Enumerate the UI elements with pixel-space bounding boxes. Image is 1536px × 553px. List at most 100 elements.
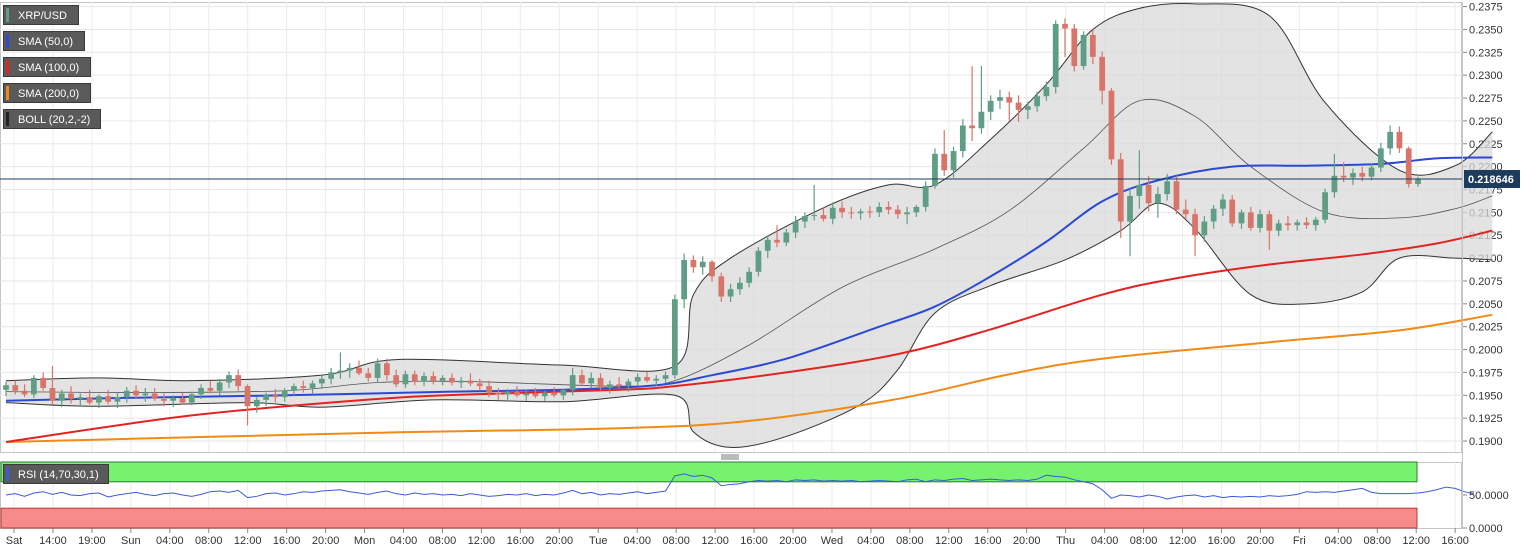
legend-rsi[interactable]: RSI (14,70,30,1) bbox=[3, 464, 109, 484]
time-axis-label: Thu bbox=[1056, 535, 1075, 547]
time-axis-label: 14:00 bbox=[39, 535, 67, 547]
legend-rsi-label: RSI (14,70,30,1) bbox=[18, 469, 99, 481]
candle-body bbox=[421, 376, 427, 382]
time-axis-label: 12:00 bbox=[701, 535, 729, 547]
candle-body bbox=[820, 215, 827, 219]
candle-body bbox=[1350, 173, 1356, 178]
time-axis-label: 20:00 bbox=[779, 535, 807, 547]
time-axis-label: 08:00 bbox=[662, 535, 690, 547]
candle-body bbox=[1275, 223, 1282, 231]
candle-body bbox=[3, 385, 9, 390]
candle-body bbox=[1303, 222, 1310, 226]
candle-body bbox=[253, 399, 260, 407]
candle-body bbox=[495, 392, 502, 395]
time-axis-label: 08:00 bbox=[1130, 535, 1158, 547]
candle-body bbox=[597, 377, 604, 388]
candle-body bbox=[1415, 179, 1421, 185]
candle-body bbox=[1405, 148, 1412, 185]
legend-sma100[interactable]: SMA (100,0) bbox=[3, 57, 91, 77]
price-axis-label: 0.2375 bbox=[1469, 2, 1503, 14]
candle-body bbox=[997, 97, 1003, 101]
time-axis-label: 16:00 bbox=[974, 535, 1002, 547]
candle-body bbox=[151, 393, 158, 399]
candle-body bbox=[616, 384, 622, 387]
candle-body bbox=[1024, 106, 1031, 110]
time-axis-label: 04:00 bbox=[623, 535, 651, 547]
candle-body bbox=[86, 397, 93, 403]
candle-body bbox=[867, 211, 873, 213]
time-axis-label: Mon bbox=[354, 535, 375, 547]
candle-body bbox=[569, 375, 576, 390]
candle-body bbox=[671, 299, 678, 376]
candle-body bbox=[365, 373, 372, 378]
price-axis-label: 0.1900 bbox=[1469, 436, 1503, 448]
price-axis-label: 0.2350 bbox=[1469, 24, 1503, 36]
sma50-line bbox=[5, 156, 1493, 402]
time-axis-label: 12:00 bbox=[935, 535, 963, 547]
candle-body bbox=[1136, 184, 1143, 196]
candle-body bbox=[226, 375, 232, 383]
candle-body bbox=[857, 211, 864, 214]
candle-body bbox=[216, 382, 223, 391]
candle-body bbox=[179, 398, 186, 403]
candle-body bbox=[969, 125, 975, 129]
candle-body bbox=[653, 378, 660, 381]
candle-body bbox=[514, 391, 520, 396]
rsi-oversold-zone bbox=[0, 507, 1418, 529]
price-axis-label: 0.2000 bbox=[1469, 345, 1503, 357]
legend-boll[interactable]: BOLL (20,2,-2) bbox=[3, 109, 101, 129]
candle-body bbox=[476, 383, 483, 387]
candle-body bbox=[1108, 90, 1115, 160]
candle-body bbox=[58, 393, 65, 401]
price-axis-label: 0.2325 bbox=[1469, 47, 1503, 59]
candle-body bbox=[1210, 208, 1217, 222]
candle-body bbox=[1145, 184, 1152, 204]
candle-body bbox=[588, 377, 595, 384]
time-axis-label: Wed bbox=[821, 535, 843, 547]
candle-body bbox=[439, 377, 446, 381]
candle-body bbox=[1368, 167, 1375, 177]
candle-body bbox=[644, 377, 650, 381]
candle-body bbox=[922, 185, 929, 207]
price-axis-label: 0.2300 bbox=[1469, 70, 1503, 82]
candle-body bbox=[987, 100, 994, 112]
candle-body bbox=[802, 216, 808, 222]
candle-body bbox=[579, 375, 585, 384]
time-axis-label: 16:00 bbox=[740, 535, 768, 547]
time-axis-label: 04:00 bbox=[1091, 535, 1119, 547]
candle-body bbox=[792, 221, 799, 233]
legend-sma200[interactable]: SMA (200,0) bbox=[3, 83, 91, 103]
sma100-swatch bbox=[6, 60, 9, 74]
rsi-swatch bbox=[6, 467, 9, 481]
candle-body bbox=[1247, 212, 1254, 228]
candle-body bbox=[188, 394, 195, 403]
candle-body bbox=[1377, 148, 1384, 168]
candle-body bbox=[1312, 219, 1319, 226]
candle-body bbox=[755, 250, 762, 272]
candle-body bbox=[1285, 223, 1291, 226]
candle-body bbox=[950, 151, 957, 171]
candle-body bbox=[486, 386, 492, 393]
candle-body bbox=[681, 259, 688, 300]
candle-body bbox=[235, 375, 242, 387]
candle-body bbox=[458, 380, 465, 383]
candle-body bbox=[718, 276, 725, 297]
time-axis-label: 04:00 bbox=[857, 535, 885, 547]
candle-body bbox=[1229, 199, 1236, 224]
candle-body bbox=[727, 289, 734, 297]
sma200-line bbox=[5, 313, 1493, 443]
time-axis-label: 08:00 bbox=[195, 535, 223, 547]
time-axis-label: Sun bbox=[121, 535, 141, 547]
legend-sma50[interactable]: SMA (50,0) bbox=[3, 31, 85, 51]
bollinger-lower-line bbox=[5, 202, 1493, 448]
candle-body bbox=[504, 391, 511, 395]
candle-body bbox=[21, 390, 28, 395]
price-axis-label: 0.2025 bbox=[1469, 322, 1503, 334]
candle-body bbox=[894, 209, 901, 215]
candle-body bbox=[281, 390, 288, 398]
candle-body bbox=[1257, 214, 1263, 228]
candle-body bbox=[198, 387, 204, 395]
candle-body bbox=[328, 372, 335, 379]
legend-symbol[interactable]: XRP/USD bbox=[3, 5, 79, 25]
